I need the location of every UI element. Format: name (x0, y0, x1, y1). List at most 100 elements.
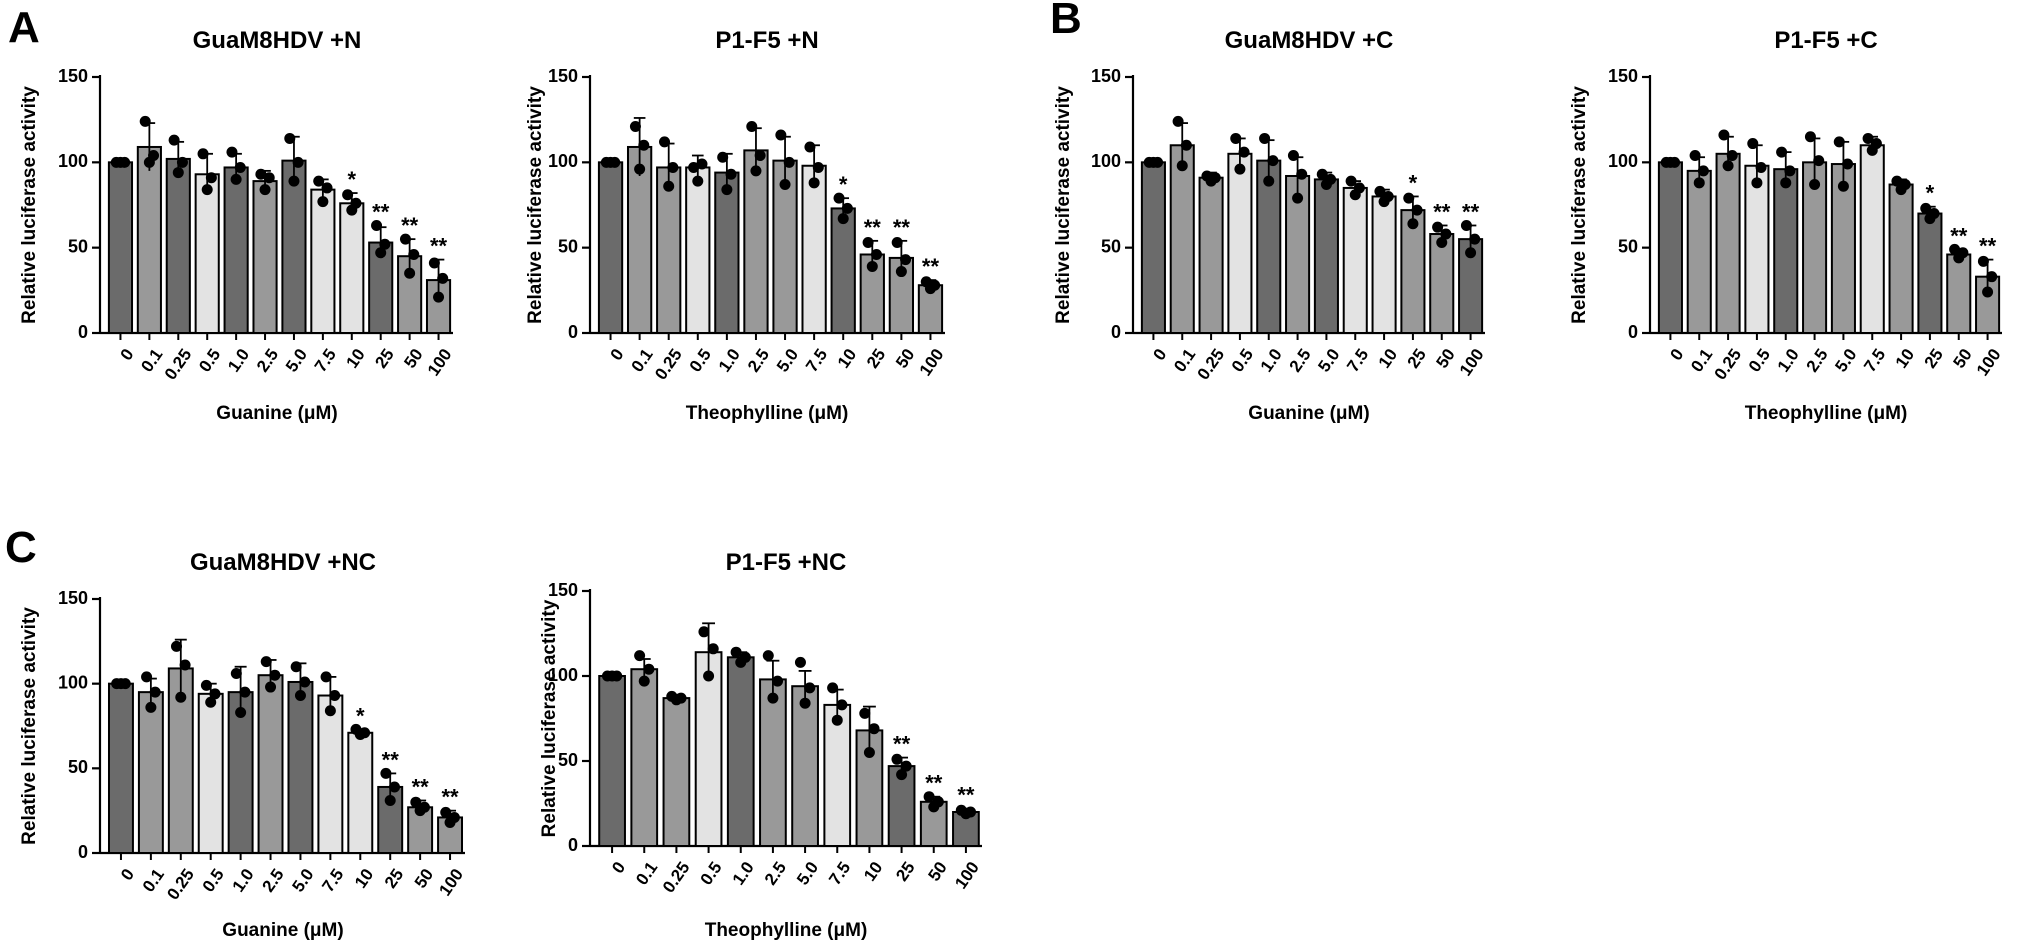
data-point (320, 671, 332, 683)
data-point (868, 723, 880, 735)
data-point (1267, 155, 1279, 167)
data-point (1296, 168, 1308, 180)
data-point (1891, 175, 1903, 187)
data-point (175, 691, 187, 703)
data-point (410, 796, 422, 808)
y-tick-label: 50 (68, 236, 88, 256)
data-point (1697, 165, 1709, 177)
y-tick-label: 0 (568, 835, 578, 855)
data-point (831, 714, 843, 726)
bar (1169, 144, 1195, 334)
data-point (1784, 165, 1796, 177)
data-point (292, 156, 304, 168)
data-point (1809, 179, 1821, 191)
x-tick-label: 0.5 (199, 865, 228, 895)
x-tick-label: 0 (608, 858, 629, 877)
x-tick-label: 10 (1375, 345, 1401, 371)
data-point (837, 213, 849, 225)
x-tick-label: 50 (892, 345, 918, 371)
data-point (750, 165, 762, 177)
x-tick-label: 7.5 (311, 345, 340, 375)
data-point (437, 272, 449, 284)
data-point (119, 156, 131, 168)
data-point (209, 688, 221, 700)
data-point (1804, 131, 1816, 143)
chart-panel-5: C GuaM8HDV +NC Relative luciferase activit… (5, 523, 467, 941)
bar (257, 674, 284, 855)
x-tick-label: 7.5 (318, 865, 347, 895)
x-tick-label: 10 (342, 345, 368, 371)
data-point (205, 696, 217, 708)
y-tick-label: 100 (548, 665, 578, 685)
bar (194, 173, 220, 334)
x-tick-label: 5.0 (773, 345, 802, 375)
y-tick-label: 150 (58, 588, 88, 608)
y-tick-label: 0 (568, 322, 578, 342)
bar (726, 656, 755, 847)
data-point (1957, 247, 1969, 259)
y-axis-label: Relative luciferase activity (19, 607, 40, 845)
x-tick-label: 0 (1150, 345, 1171, 364)
data-point (408, 248, 420, 260)
bar (823, 703, 852, 848)
data-point (379, 238, 391, 250)
bar (317, 694, 344, 855)
bar (662, 697, 691, 847)
data-point (324, 705, 336, 717)
x-tick-label: 0.25 (659, 858, 694, 896)
x-tick-label: 0.25 (1194, 345, 1229, 383)
bar (165, 157, 191, 334)
x-tick-label: 0.25 (163, 865, 198, 903)
x-tick-label: 7.5 (802, 345, 831, 375)
data-point (148, 150, 160, 162)
data-point (226, 146, 238, 158)
x-axis-label: Theophylline (μM) (1745, 403, 1908, 424)
data-point (629, 120, 641, 132)
x-tick-label: 50 (400, 345, 426, 371)
data-point (1928, 208, 1940, 220)
data-point (609, 156, 621, 168)
data-point (1436, 237, 1448, 249)
data-point (259, 184, 271, 196)
data-point (1689, 150, 1701, 162)
data-point (1353, 182, 1365, 194)
data-point (1469, 233, 1481, 245)
data-point (634, 650, 646, 662)
data-point (638, 675, 650, 687)
x-tick-label: 0.5 (1745, 345, 1774, 375)
data-point (139, 115, 151, 127)
data-point (145, 701, 157, 713)
bar (1227, 152, 1253, 334)
data-point (1751, 177, 1763, 189)
data-point (659, 136, 671, 148)
y-tick-label: 100 (58, 151, 88, 171)
x-tick-label: 25 (1921, 345, 1947, 371)
data-point (895, 266, 907, 278)
bar (759, 678, 787, 848)
data-point (754, 150, 766, 162)
x-tick-label: 100 (951, 858, 983, 892)
y-tick-label: 150 (548, 66, 578, 86)
chart-panel-6: P1-F5 +NC Relative luciferase activity 0 50… (539, 549, 983, 941)
data-point (1837, 180, 1849, 192)
data-point (200, 679, 212, 691)
data-point (836, 699, 848, 711)
data-point (1440, 228, 1452, 240)
data-point (859, 707, 871, 719)
x-tick-label: 10 (860, 858, 886, 884)
data-point (634, 163, 646, 175)
data-point (440, 806, 452, 818)
significance-marker: ** (412, 775, 430, 800)
bar (137, 691, 164, 855)
chart-title: P1-F5 +C (1774, 27, 1877, 54)
x-tick-label: 0.1 (632, 858, 661, 888)
x-tick-label: 0 (117, 865, 138, 884)
data-point (932, 796, 944, 808)
significance-marker: ** (957, 783, 975, 808)
data-point (179, 659, 191, 671)
data-point (794, 656, 806, 668)
x-tick-label: 25 (1404, 345, 1430, 371)
data-point (1345, 175, 1357, 187)
data-point (1813, 155, 1825, 167)
significance-marker: ** (922, 254, 940, 279)
